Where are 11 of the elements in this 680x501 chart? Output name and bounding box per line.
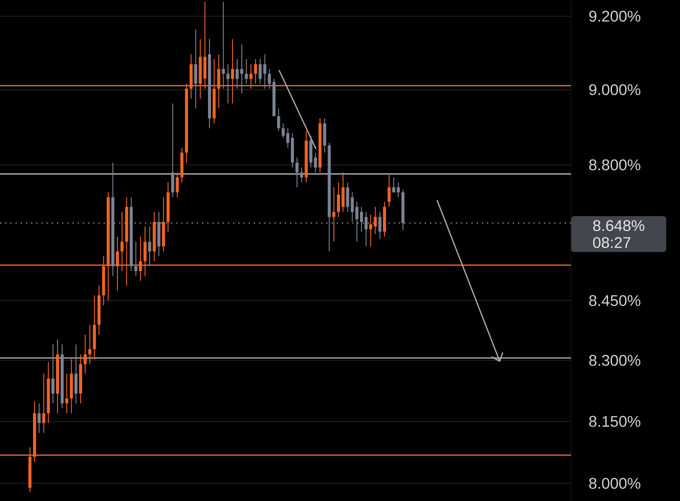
y-tick-label: 8.450% (589, 295, 640, 306)
y-tick-label: 8.000% (589, 478, 640, 489)
candlestick (152, 211, 156, 262)
ref-line-label: 8.648% (593, 220, 644, 232)
y-tick-label: 8.800% (589, 159, 640, 170)
y-tick-label: 8.300% (589, 354, 640, 366)
text: 08:27 (593, 237, 630, 248)
y-tick-label: 8.150% (589, 416, 640, 427)
candlestick (42, 373, 46, 434)
y-tick-label: 9.000% (589, 84, 640, 96)
y-tick-label: 9.200% (589, 10, 640, 22)
